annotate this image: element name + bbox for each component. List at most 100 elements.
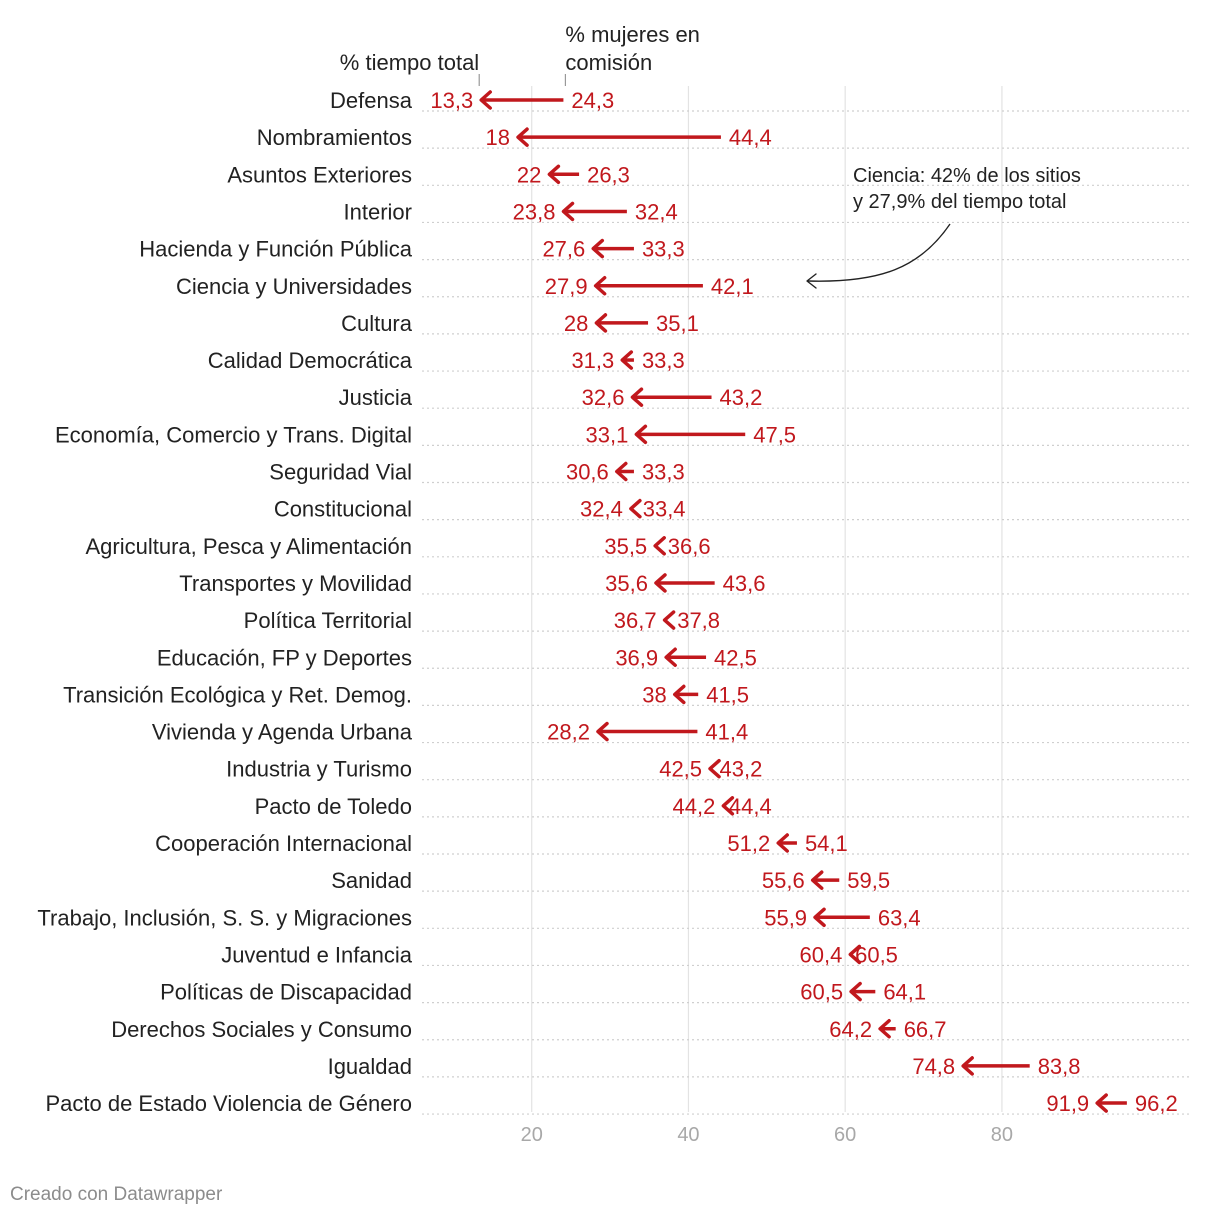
value-label-women: 41,4 (705, 720, 748, 745)
value-label-women: 36,6 (668, 534, 711, 559)
value-label-time: 28,2 (547, 720, 590, 745)
arrow-mark (848, 944, 862, 965)
arrow-mark (1095, 1093, 1127, 1113)
value-label-women: 44,4 (729, 794, 772, 819)
arrow-mark (479, 90, 564, 110)
value-label-women: 32,4 (635, 199, 678, 224)
value-label-women: 42,1 (711, 274, 754, 299)
category-label: Educación, FP y Deportes (157, 645, 412, 670)
arrow-head (591, 238, 605, 259)
value-label-time: 27,6 (542, 237, 585, 262)
arrow-mark (620, 350, 634, 370)
value-label-time: 55,6 (762, 868, 805, 893)
arrow-head (615, 461, 628, 482)
value-label-time: 13,3 (430, 88, 473, 113)
arrow-head (547, 164, 561, 185)
arrow-mark (634, 424, 746, 445)
arrow-mark (849, 981, 876, 1002)
category-label: Juventud e Infancia (221, 942, 413, 967)
value-label-time: 44,2 (673, 794, 716, 819)
arrow-mark (662, 610, 676, 630)
arrow-head (848, 944, 862, 965)
value-label-time: 30,6 (566, 460, 609, 485)
value-label-women: 42,5 (714, 645, 757, 670)
category-label: Trabajo, Inclusión, S. S. y Migraciones (37, 905, 412, 930)
annotation-curve (807, 223, 951, 282)
value-label-women: 35,1 (656, 311, 699, 336)
arrow-head (596, 721, 609, 742)
arrow-head (630, 387, 644, 407)
value-label-time: 23,8 (513, 199, 556, 224)
header-time-total: % tiempo total (340, 50, 479, 75)
arrow-mark (594, 313, 649, 333)
value-label-women: 41,5 (706, 682, 749, 707)
annotation-arrowhead (806, 273, 817, 289)
category-label: Vivienda y Agenda Urbana (152, 720, 413, 745)
arrow-mark (591, 238, 634, 259)
arrow-mark (813, 907, 870, 928)
value-label-women: 33,4 (643, 497, 686, 522)
arrow-mark (961, 1056, 1030, 1076)
arrow-mark (878, 1019, 896, 1039)
arrow-mark (664, 647, 707, 667)
value-label-women: 43,2 (720, 385, 763, 410)
category-label: Constitucional (274, 497, 412, 522)
value-label-time: 42,5 (659, 757, 702, 782)
tick-label-40: 40 (677, 1124, 699, 1146)
category-label: Defensa (330, 88, 413, 113)
arrow-head (673, 684, 686, 705)
category-label: Industria y Turismo (226, 757, 412, 782)
category-label: Agricultura, Pesca y Alimentación (86, 534, 413, 559)
category-label: Pacto de Estado Violencia de Género (45, 1091, 412, 1116)
value-label-women: 33,3 (642, 237, 685, 262)
arrow-head (479, 90, 492, 110)
x-axis-ticks: 20 40 60 80 (521, 1124, 1013, 1146)
arrow-head (776, 833, 789, 853)
column-headers: % tiempo total % mujeres en comisión (340, 22, 700, 86)
value-label-time: 36,9 (615, 645, 658, 670)
arrow-head (516, 127, 529, 147)
value-label-time: 38 (642, 682, 666, 707)
value-label-women: 59,5 (847, 868, 890, 893)
arrow-mark (561, 201, 627, 222)
value-label-women: 66,7 (904, 1017, 947, 1042)
value-label-women: 47,5 (753, 422, 796, 447)
value-label-women: 60,5 (855, 942, 898, 967)
header-women: % mujeres en comisión (565, 22, 700, 75)
value-label-time: 60,5 (800, 980, 843, 1005)
arrow-head (810, 870, 824, 890)
category-label: Políticas de Discapacidad (160, 980, 412, 1005)
arrow-head (708, 758, 721, 779)
category-label: Nombramientos (257, 125, 412, 150)
arrow-mark (593, 276, 703, 296)
value-label-time: 35,5 (604, 534, 647, 559)
tick-label-60: 60 (834, 1124, 856, 1146)
value-label-time: 22 (517, 162, 541, 187)
value-label-women: 43,2 (720, 757, 763, 782)
category-label: Asuntos Exteriores (227, 162, 412, 187)
category-label: Transportes y Movilidad (179, 571, 412, 596)
arrow-mark (596, 721, 698, 742)
category-label: Sanidad (331, 868, 412, 893)
value-label-time: 27,9 (545, 274, 588, 299)
value-label-women: 63,4 (878, 905, 921, 930)
arrow-mark (653, 536, 666, 556)
tick-label-20: 20 (521, 1124, 543, 1146)
arrow-head (878, 1019, 891, 1039)
value-label-women: 33,3 (642, 460, 685, 485)
value-label-time: 64,2 (829, 1017, 872, 1042)
header-women-line1: % mujeres en (565, 22, 700, 47)
category-label: Pacto de Toledo (255, 794, 412, 819)
arrow-head (721, 796, 735, 816)
arrow-head (593, 276, 607, 296)
value-label-time: 33,1 (586, 422, 629, 447)
arrow-head (961, 1056, 974, 1076)
annotation-text: Ciencia: 42% de los sitios y 27,9% del ti… (853, 165, 1081, 213)
category-label: Cultura (341, 311, 413, 336)
category-label: Interior (344, 199, 412, 224)
value-label-time: 35,6 (605, 571, 648, 596)
arrow-head (561, 201, 575, 222)
value-label-time: 32,6 (582, 385, 625, 410)
value-label-time: 55,9 (764, 905, 807, 930)
